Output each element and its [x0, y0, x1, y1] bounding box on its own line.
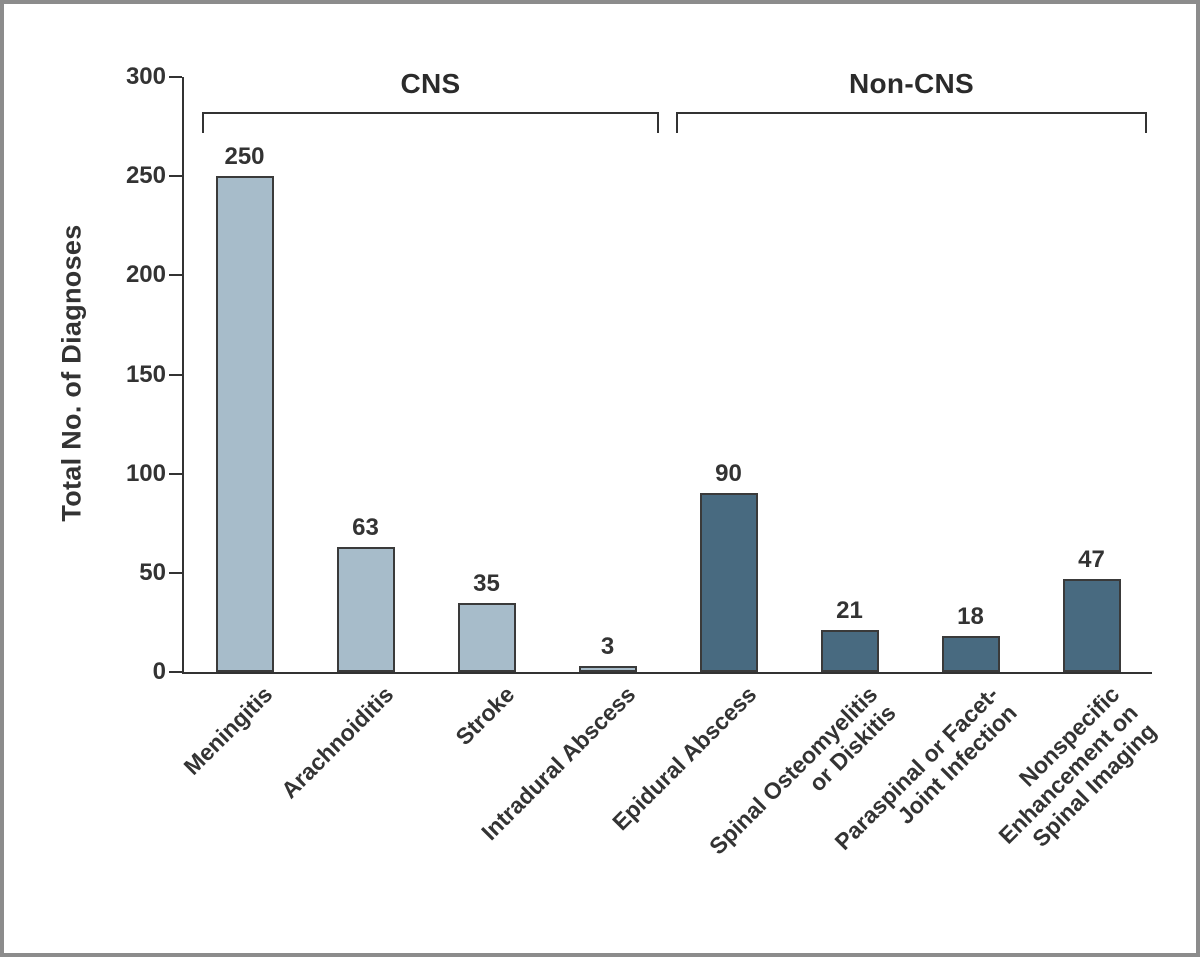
- bar-meningitis: [215, 176, 274, 672]
- y-tick-label: 300: [125, 63, 166, 90]
- y-tick-mark: [169, 571, 182, 574]
- group-label-non-cns: Non-CNS: [849, 68, 974, 99]
- y-tick-mark: [169, 671, 182, 673]
- x-category-label-line: Stroke: [449, 681, 519, 751]
- y-tick-label: 100: [125, 459, 166, 487]
- bar-nonspecific-enhancement-on-spinal-imaging: [1062, 579, 1121, 672]
- bar-stroke: [457, 603, 516, 672]
- y-tick-mark: [169, 472, 182, 475]
- bar-value-label: 35: [473, 570, 500, 597]
- bar-intradural-abscess: [578, 666, 637, 672]
- y-tick-label: 50: [139, 558, 166, 586]
- group-bracket-cns: [202, 112, 659, 133]
- y-tick-label: 150: [125, 360, 166, 388]
- bar-value-label: 250: [224, 143, 265, 170]
- y-tick-mark: [169, 274, 182, 277]
- x-axis-line: [182, 672, 1152, 674]
- x-category-label-line: Meningitis: [178, 681, 277, 780]
- bar-epidural-abscess: [699, 493, 758, 672]
- x-category-label: Meningitis: [4, 681, 277, 953]
- y-axis-line: [182, 77, 184, 674]
- bar-value-label: 21: [836, 597, 863, 624]
- bar-value-label: 18: [957, 603, 984, 630]
- y-tick-label: 250: [125, 162, 166, 190]
- y-tick-mark: [169, 175, 182, 178]
- bar-value-label: 47: [1078, 546, 1105, 573]
- y-tick-mark: [169, 76, 182, 78]
- x-category-label-line: Arachnoiditis: [275, 681, 398, 804]
- group-bracket-non-cns: [676, 112, 1147, 133]
- bar-value-label: 63: [352, 514, 379, 541]
- bar-paraspinal-or-facet-joint-infection: [941, 636, 1000, 672]
- bar-value-label: 90: [715, 460, 742, 487]
- y-tick-mark: [169, 373, 182, 376]
- bar-value-label: 3: [600, 633, 615, 660]
- y-tick-label: 0: [152, 658, 166, 685]
- bar-arachnoiditis: [336, 547, 395, 672]
- group-label-cns: CNS: [400, 68, 461, 99]
- bar-spinal-osteomyelitis-or-diskitis: [820, 630, 879, 672]
- y-tick-label: 200: [125, 261, 166, 289]
